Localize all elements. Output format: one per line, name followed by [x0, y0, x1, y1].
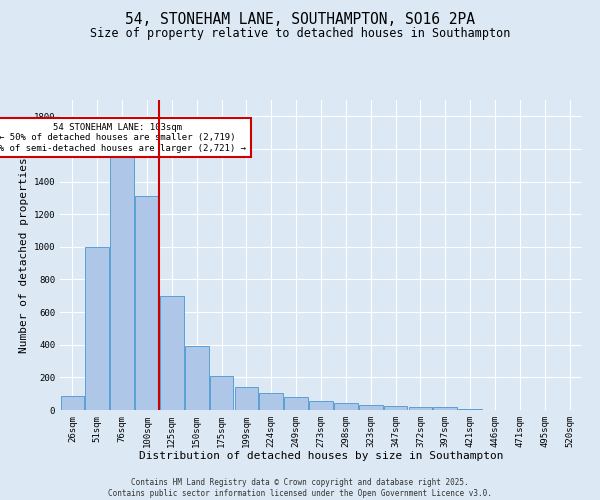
Bar: [433, 406, 457, 410]
Bar: [61, 396, 84, 410]
Text: Contains HM Land Registry data © Crown copyright and database right 2025.
Contai: Contains HM Land Registry data © Crown c…: [108, 478, 492, 498]
Bar: [458, 409, 482, 410]
Bar: [309, 401, 333, 410]
Bar: [235, 387, 258, 410]
Bar: [384, 406, 407, 410]
Text: 54 STONEHAM LANE: 103sqm
← 50% of detached houses are smaller (2,719)
50% of sem: 54 STONEHAM LANE: 103sqm ← 50% of detach…: [0, 123, 246, 152]
Bar: [160, 296, 184, 410]
Y-axis label: Number of detached properties: Number of detached properties: [19, 157, 29, 353]
Text: 54, STONEHAM LANE, SOUTHAMPTON, SO16 2PA: 54, STONEHAM LANE, SOUTHAMPTON, SO16 2PA: [125, 12, 475, 28]
Bar: [334, 402, 358, 410]
Bar: [185, 346, 209, 410]
Bar: [259, 393, 283, 410]
Bar: [284, 397, 308, 410]
Text: Size of property relative to detached houses in Southampton: Size of property relative to detached ho…: [90, 28, 510, 40]
Bar: [110, 141, 134, 410]
X-axis label: Distribution of detached houses by size in Southampton: Distribution of detached houses by size …: [139, 452, 503, 462]
Bar: [85, 247, 109, 410]
Bar: [135, 196, 159, 410]
Bar: [409, 406, 432, 410]
Bar: [359, 405, 383, 410]
Bar: [210, 376, 233, 410]
